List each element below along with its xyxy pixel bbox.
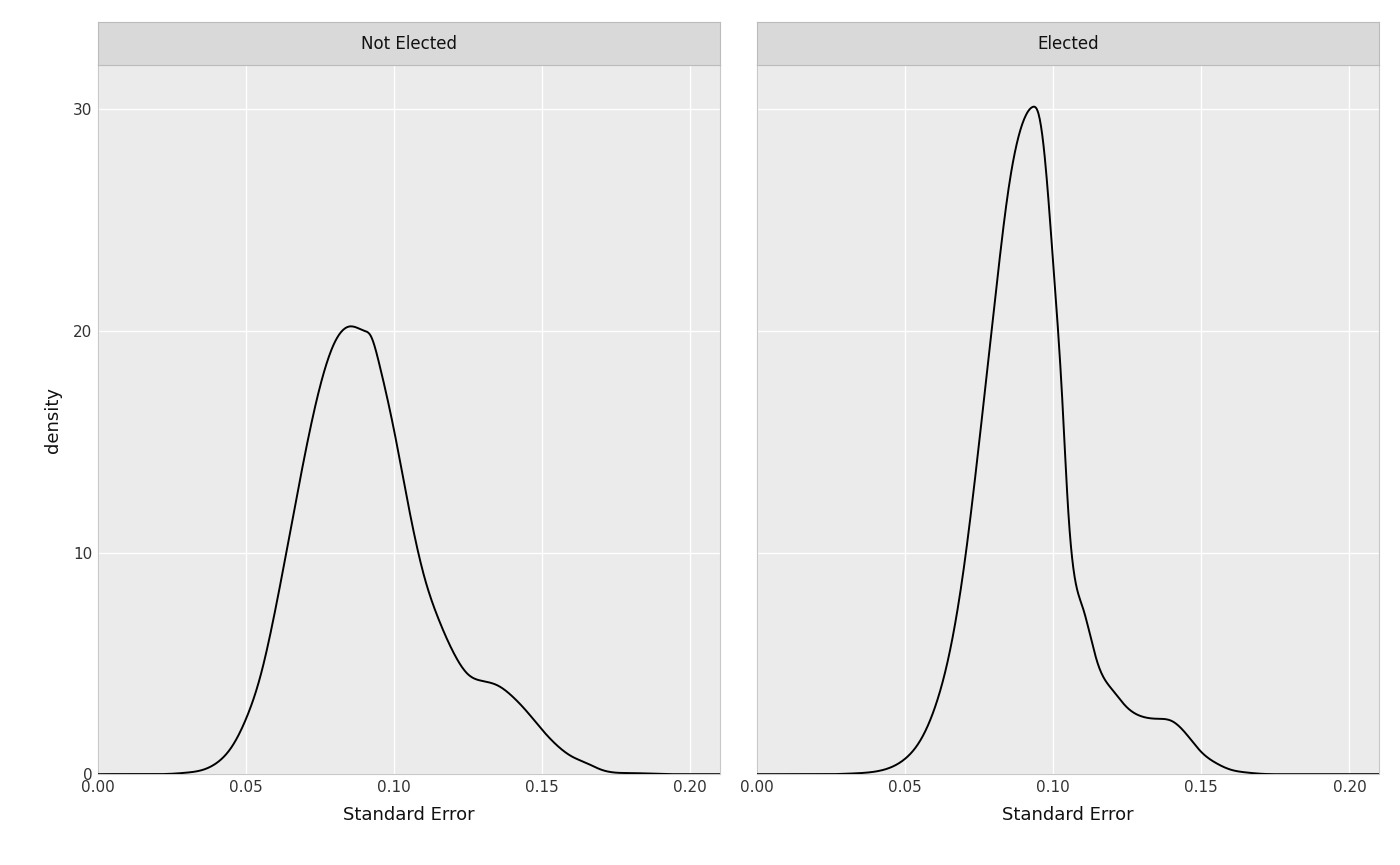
X-axis label: Standard Error: Standard Error: [343, 806, 475, 823]
X-axis label: Standard Error: Standard Error: [1002, 806, 1134, 823]
Y-axis label: density: density: [43, 387, 62, 452]
